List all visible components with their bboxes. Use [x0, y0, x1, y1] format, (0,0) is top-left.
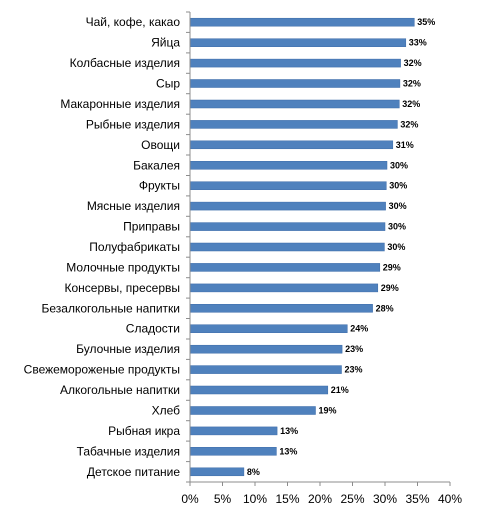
bar — [189, 467, 245, 477]
data-label: 31% — [396, 140, 414, 150]
x-tick-labels-group: 0% 5% 10% 15% 20% 25% 30% 35% 40% — [181, 492, 462, 506]
x-tick-label: 25% — [340, 492, 364, 506]
data-labels-group: 35% 33% 32% 32% 32% 32% 31% 30% 30% 30% 30% 30% 29% 2… — [247, 17, 435, 477]
data-label: 32% — [403, 79, 421, 89]
bar — [189, 38, 407, 47]
bar — [189, 120, 398, 129]
data-label: 35% — [417, 17, 435, 27]
data-label: 30% — [390, 160, 408, 170]
bar — [189, 17, 415, 27]
category-label: Рыбные изделия — [86, 117, 180, 131]
bar — [189, 344, 343, 354]
category-label: Сладости — [126, 322, 180, 336]
bar — [189, 365, 342, 374]
x-tick-label: 40% — [438, 492, 462, 506]
data-label: 8% — [247, 467, 260, 477]
data-label: 32% — [404, 58, 422, 68]
category-label: Рыбная икра — [108, 424, 180, 438]
bar — [189, 406, 316, 415]
category-label: Приправы — [123, 220, 180, 234]
data-label: 19% — [319, 406, 337, 416]
category-label: Бакалея — [133, 158, 180, 172]
x-tick-label: 35% — [405, 492, 429, 506]
category-label: Консервы, пресервы — [65, 281, 181, 295]
x-tick-label: 20% — [308, 492, 332, 506]
bar — [189, 304, 373, 313]
data-label: 24% — [350, 324, 368, 334]
category-label: Колбасные изделия — [70, 56, 180, 70]
x-tick-label: 15% — [275, 492, 299, 506]
x-tick-label: 30% — [373, 492, 397, 506]
bar — [189, 201, 386, 211]
data-label: 29% — [383, 262, 401, 272]
bar — [189, 222, 386, 231]
bar — [189, 79, 401, 88]
category-label: Алкогольные напитки — [60, 383, 180, 397]
data-label: 21% — [331, 385, 349, 395]
data-label: 13% — [280, 426, 298, 436]
bar — [189, 283, 379, 293]
x-tick-label: 0% — [181, 492, 199, 506]
bar — [189, 140, 394, 150]
category-labels-group: Чай, кофе, какао Яйца Колбасные изделия Сыр… — [24, 15, 181, 479]
bar — [189, 324, 348, 333]
data-label: 32% — [400, 119, 418, 129]
category-label: Свежемороженые продукты — [24, 363, 180, 377]
category-label: Полуфабрикаты — [89, 240, 180, 254]
bar — [189, 242, 385, 252]
axes-group — [186, 11, 451, 486]
category-label: Фрукты — [139, 179, 180, 193]
data-label: 30% — [389, 201, 407, 211]
category-label: Табачные изделия — [77, 444, 180, 458]
bar — [189, 385, 329, 395]
bar — [189, 58, 401, 68]
bar — [189, 263, 381, 272]
bar — [189, 447, 277, 456]
category-label: Хлеб — [152, 404, 181, 418]
data-label: 23% — [345, 344, 363, 354]
category-label: Мясные изделия — [87, 199, 180, 213]
x-tick-label: 5% — [214, 492, 232, 506]
bar — [189, 99, 400, 109]
data-label: 32% — [402, 99, 420, 109]
data-label: 30% — [389, 181, 407, 191]
x-tick-label: 10% — [243, 492, 267, 506]
category-label: Детское питание — [87, 465, 180, 479]
data-label: 28% — [376, 303, 394, 313]
data-label: 33% — [409, 38, 427, 48]
bar — [189, 426, 278, 436]
data-label: 30% — [387, 242, 405, 252]
category-label: Безалкогольные напитки — [41, 301, 180, 315]
category-label: Яйца — [151, 36, 180, 50]
data-label: 13% — [279, 446, 297, 456]
category-label: Чай, кофе, какао — [86, 15, 181, 29]
category-label: Макаронные изделия — [60, 97, 180, 111]
data-label: 29% — [381, 283, 399, 293]
data-label: 23% — [345, 365, 363, 375]
category-label: Сыр — [156, 77, 180, 91]
bar — [189, 161, 388, 170]
data-label: 30% — [388, 222, 406, 232]
bars-group — [189, 17, 415, 477]
category-label: Овощи — [141, 138, 180, 152]
bar — [189, 181, 387, 190]
category-label: Молочные продукты — [66, 260, 180, 274]
category-label: Булочные изделия — [76, 342, 180, 356]
